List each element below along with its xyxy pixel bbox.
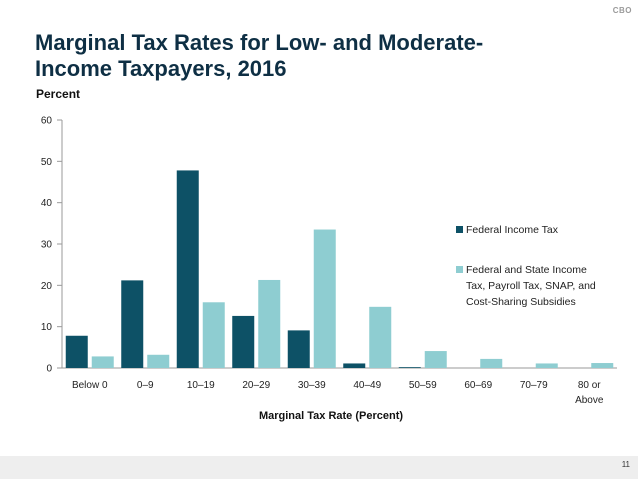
chart-title-line-2: Income Taxpayers, 2016 — [35, 56, 287, 81]
legend-label: Federal Income Tax — [466, 224, 559, 236]
legend-label: Tax, Payroll Tax, SNAP, and — [466, 280, 596, 292]
bar-federal-income-tax — [176, 170, 199, 368]
cbo-logo: CBO — [612, 6, 632, 15]
bar-federal-income-tax — [287, 330, 310, 368]
legend-label: Cost-Sharing Subsidies — [466, 296, 576, 308]
x-tick-label: Above — [575, 395, 604, 406]
y-tick-label: 20 — [41, 281, 53, 292]
legend-swatch — [456, 226, 463, 233]
bar-federal-income-tax — [343, 363, 366, 368]
y-axis-unit-label: Percent — [36, 87, 81, 101]
x-axis-title: Marginal Tax Rate (Percent) — [259, 410, 403, 422]
bar-combined-taxes-transfers — [424, 351, 447, 368]
x-tick-label: 40–49 — [353, 380, 381, 391]
bar-combined-taxes-transfers — [591, 363, 614, 368]
x-tick-label: 30–39 — [298, 380, 326, 391]
y-tick-label: 30 — [41, 240, 53, 251]
x-tick-label: 70–79 — [520, 380, 548, 391]
x-tick-label: 10–19 — [187, 380, 215, 391]
bar-federal-income-tax — [232, 315, 255, 368]
bar-federal-income-tax — [121, 280, 144, 368]
x-tick-label: Below 0 — [72, 380, 108, 391]
y-tick-label: 0 — [46, 364, 52, 375]
legend-swatch — [456, 266, 463, 273]
chart-title-line-1: Marginal Tax Rates for Low- and Moderate… — [35, 30, 484, 55]
bar-combined-taxes-transfers — [369, 306, 392, 368]
y-tick-label: 60 — [41, 116, 53, 127]
x-tick-label: 0–9 — [137, 380, 154, 391]
bar-combined-taxes-transfers — [313, 229, 336, 368]
x-tick-label: 80 or — [578, 380, 601, 391]
bar-combined-taxes-transfers — [480, 358, 503, 368]
x-tick-label: 60–69 — [464, 380, 492, 391]
x-tick-label: 50–59 — [409, 380, 437, 391]
bar-combined-taxes-transfers — [91, 356, 114, 368]
bar-federal-income-tax — [65, 335, 88, 368]
page-number: 11 — [621, 460, 630, 469]
bar-federal-income-tax — [398, 367, 421, 368]
bar-combined-taxes-transfers — [535, 363, 558, 368]
chart-title: Marginal Tax Rates for Low- and Moderate… — [35, 30, 595, 82]
bar-combined-taxes-transfers — [258, 279, 281, 368]
y-tick-label: 50 — [41, 157, 53, 168]
y-tick-label: 10 — [41, 322, 53, 333]
legend-label: Federal and State Income — [466, 264, 587, 276]
bar-combined-taxes-transfers — [202, 302, 225, 368]
footer-band: 11 — [0, 456, 638, 479]
bar-chart: 0 10 20 30 40 50 60 Below 0 0–9 10–19 20–29 30–39 40… — [41, 116, 617, 422]
y-tick-label: 40 — [41, 198, 53, 209]
bar-combined-taxes-transfers — [147, 354, 170, 368]
x-tick-label: 20–29 — [242, 380, 270, 391]
